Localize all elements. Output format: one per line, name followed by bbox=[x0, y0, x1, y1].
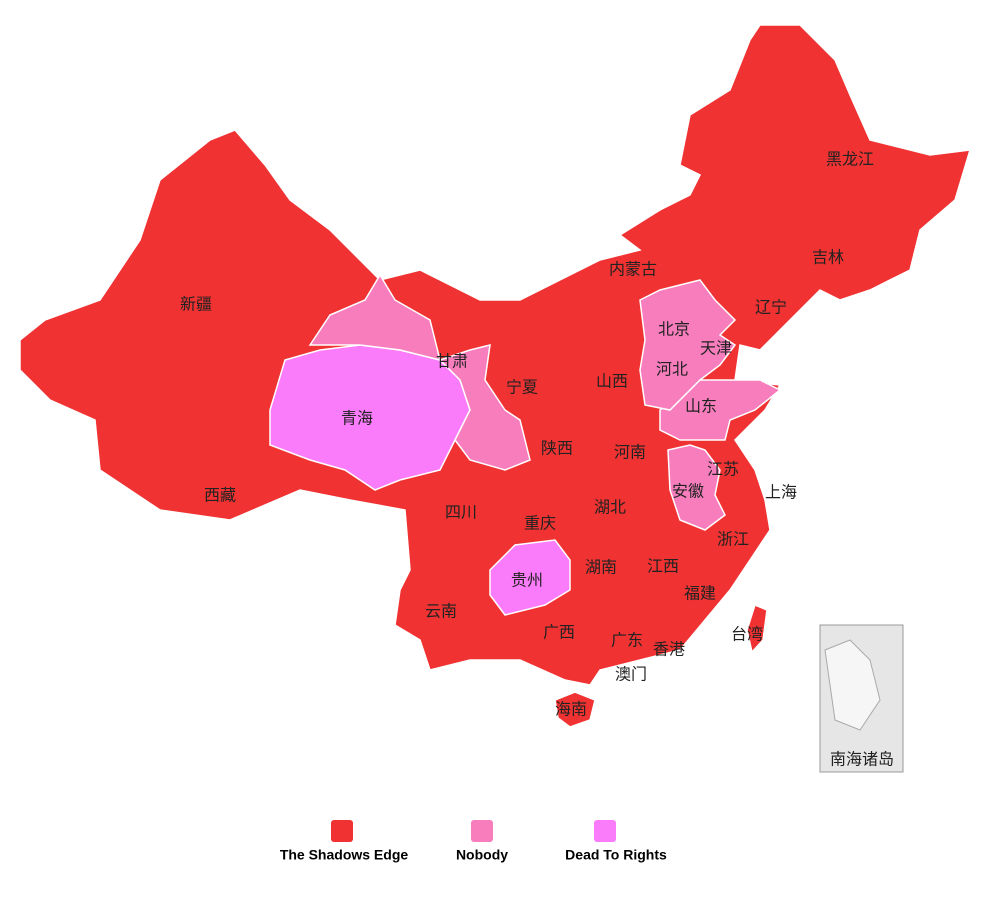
legend-swatch bbox=[331, 820, 353, 842]
province-label: 澳门 bbox=[615, 665, 647, 684]
province-label: 安徽 bbox=[672, 482, 704, 501]
province-label: 广东 bbox=[611, 631, 643, 650]
province-label: 云南 bbox=[425, 602, 457, 621]
province-label: 上海 bbox=[765, 483, 797, 502]
province-label: 香港 bbox=[653, 640, 685, 659]
region-layer bbox=[19, 24, 972, 728]
province-label: 黑龙江 bbox=[826, 150, 874, 169]
province-label: 辽宁 bbox=[755, 298, 787, 317]
province-label: 甘肃 bbox=[436, 352, 468, 371]
province-label: 海南 bbox=[555, 700, 587, 719]
province-label: 福建 bbox=[684, 584, 716, 603]
province-label: 宁夏 bbox=[506, 378, 538, 397]
province-label: 四川 bbox=[445, 503, 477, 522]
province-label: 台湾 bbox=[731, 625, 763, 644]
legend-label: Dead To Rights bbox=[565, 847, 667, 863]
province-label: 北京 bbox=[658, 320, 690, 339]
province-label: 重庆 bbox=[524, 514, 556, 533]
province-label: 青海 bbox=[341, 409, 373, 428]
legend-label: Nobody bbox=[456, 847, 508, 863]
province-shape bbox=[489, 539, 571, 616]
province-shape bbox=[639, 279, 737, 411]
province-label: 陕西 bbox=[541, 439, 573, 458]
province-label: 江苏 bbox=[707, 460, 739, 479]
province-label: 天津 bbox=[700, 339, 732, 358]
province-label: 湖南 bbox=[585, 558, 617, 577]
inset-land bbox=[824, 639, 881, 731]
legend-label: The Shadows Edge bbox=[280, 847, 409, 863]
province-label: 河北 bbox=[656, 360, 688, 379]
province-label: 西藏 bbox=[204, 486, 236, 505]
province-label: 山西 bbox=[596, 372, 628, 391]
province-label: 贵州 bbox=[511, 571, 543, 590]
province-label: 内蒙古 bbox=[609, 260, 657, 279]
province-shape bbox=[659, 379, 782, 441]
province-label: 山东 bbox=[685, 397, 717, 416]
country-outline bbox=[19, 24, 972, 686]
province-label: 江西 bbox=[647, 557, 679, 576]
province-label: 湖北 bbox=[594, 498, 626, 517]
province-label: 吉林 bbox=[812, 248, 844, 267]
province-shape bbox=[746, 603, 768, 654]
legend-swatch bbox=[471, 820, 493, 842]
province-shape bbox=[308, 273, 531, 471]
province-label: 河南 bbox=[614, 443, 646, 462]
inset-label: 南海诸岛 bbox=[830, 750, 894, 769]
province-label: 广西 bbox=[543, 623, 575, 642]
province-shape bbox=[554, 691, 596, 728]
province-label: 浙江 bbox=[717, 530, 749, 549]
province-label: 新疆 bbox=[180, 295, 212, 314]
province-shape bbox=[667, 444, 726, 531]
legend-swatch bbox=[594, 820, 616, 842]
